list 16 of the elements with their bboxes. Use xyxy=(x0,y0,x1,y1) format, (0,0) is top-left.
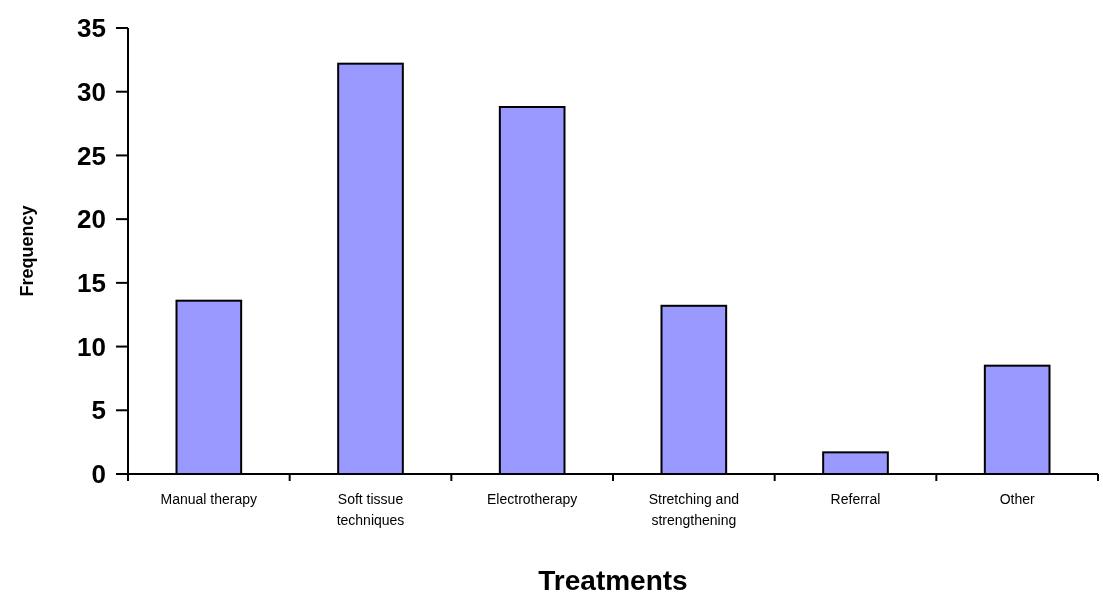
x-tick-label: Manual therapy xyxy=(160,491,258,507)
y-tick-label: 10 xyxy=(77,331,106,362)
y-tick-label: 5 xyxy=(91,395,106,426)
x-tick-label: Soft tissue techniques xyxy=(336,491,405,528)
y-tick-label: 0 xyxy=(91,459,106,490)
x-tick-label: Electrotherapy xyxy=(487,491,578,507)
y-tick-label: 15 xyxy=(77,267,106,298)
y-tick-label: 20 xyxy=(77,204,106,235)
x-axis-title: Treatments xyxy=(538,565,688,596)
x-tick-label: Other xyxy=(999,491,1036,507)
y-axis-title: Frequency xyxy=(17,205,37,297)
x-tick-label: Referral xyxy=(830,491,881,507)
y-tick-label: 35 xyxy=(77,13,106,44)
x-tick-label: Stretching and strengthening xyxy=(648,491,739,528)
y-tick-label: 30 xyxy=(77,76,106,107)
y-tick-label: 25 xyxy=(77,140,106,171)
